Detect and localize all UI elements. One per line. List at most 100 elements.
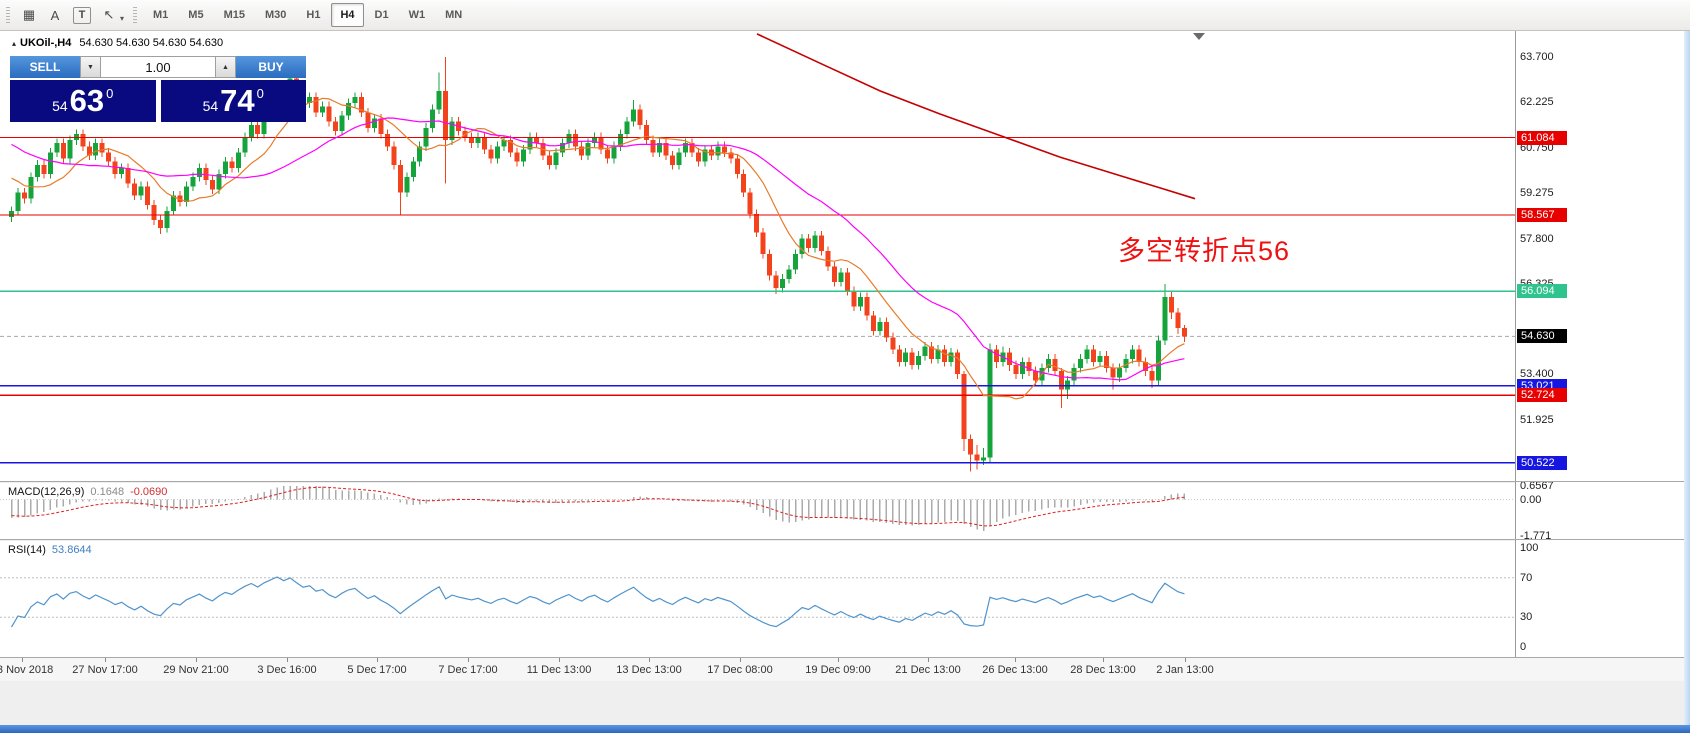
time-label: 17 Dec 08:00 <box>707 664 773 676</box>
volume-increase-button[interactable]: ▲ <box>215 56 236 78</box>
panel-divider[interactable] <box>0 539 1684 540</box>
cursor-tool-icon[interactable]: ↖ <box>103 7 115 22</box>
panel-divider[interactable] <box>0 657 1684 658</box>
rsi-indicator-canvas[interactable] <box>0 541 1515 657</box>
buy-button[interactable]: BUY <box>236 56 306 78</box>
time-tick <box>838 658 839 662</box>
timeframe-button-m1[interactable]: M1 <box>153 9 169 21</box>
sell-button[interactable]: SELL <box>10 56 80 78</box>
timeframe-button-m15[interactable]: M15 <box>223 9 245 21</box>
drawing-toolbar: ▦ A T ↖ ▾ <box>16 4 127 26</box>
buy-price-whole: 54 <box>202 98 219 114</box>
time-label: 29 Nov 21:00 <box>163 664 229 676</box>
price-tick-label: 59.275 <box>1520 187 1554 199</box>
timeframe-button-m30[interactable]: M30 <box>264 9 287 21</box>
price-tick-label: 53.400 <box>1520 368 1554 380</box>
medium-ma-line <box>11 117 1185 381</box>
modules-tool-icon[interactable]: ▦ <box>22 7 36 22</box>
price-tick-label: 62.225 <box>1520 96 1554 108</box>
chart-symbol-period: UKOil-,H4 <box>20 37 72 49</box>
vertical-scrollbar[interactable] <box>1684 30 1690 733</box>
macd-indicator-canvas[interactable] <box>0 483 1515 539</box>
level-price-label: 50.522 <box>1517 456 1567 470</box>
time-tick <box>287 658 288 662</box>
rsi-label: RSI(14) 53.8644 <box>8 544 92 556</box>
label-tool-icon[interactable]: A <box>50 7 60 23</box>
level-price-label: 61.084 <box>1517 131 1567 145</box>
window-bottom-bar <box>0 725 1690 733</box>
window-background <box>0 681 1684 725</box>
level-price-label: 58.567 <box>1517 208 1567 222</box>
panel-divider[interactable] <box>0 481 1684 482</box>
candles-layer[interactable] <box>9 57 1187 472</box>
text-tool-icon[interactable]: T <box>73 6 91 24</box>
sell-price-pips: 63 <box>69 83 105 118</box>
macd-signal-line <box>11 486 1185 527</box>
timeframe-button-h4[interactable]: H4 <box>331 3 364 27</box>
price-axis[interactable]: 63.70062.22560.75059.27557.80056.32553.4… <box>1515 30 1685 681</box>
level-lines-layer[interactable] <box>0 137 1515 464</box>
macd-axis-label: 0.6567 <box>1520 480 1554 492</box>
timeframe-toolbar: M1 M5 M15 M30 H1 H4 D1 W1 MN <box>143 3 472 27</box>
time-label: 26 Dec 13:00 <box>982 664 1048 676</box>
time-label: 23 Nov 2018 <box>0 664 54 676</box>
time-label: 19 Dec 09:00 <box>805 664 871 676</box>
time-tick <box>649 658 650 662</box>
macd-histogram <box>10 486 1186 531</box>
timeframe-button-mn[interactable]: MN <box>445 9 463 21</box>
chart-annotation[interactable]: 多空转折点56 <box>1118 236 1291 266</box>
volume-input[interactable] <box>101 56 215 78</box>
time-tick <box>1185 658 1186 662</box>
current-price-label: 54.630 <box>1517 329 1567 343</box>
buy-price-box[interactable]: 54 74 0 <box>160 80 306 122</box>
toolbar-grip[interactable] <box>133 7 138 23</box>
rsi-name: RSI(14) <box>8 544 46 556</box>
tool-dropdown-caret-icon[interactable]: ▾ <box>120 13 125 23</box>
time-label: 11 Dec 13:00 <box>526 664 592 676</box>
level-price-label: 52.724 <box>1517 388 1567 402</box>
trade-panel-toggle-icon[interactable]: ▴ <box>12 39 17 48</box>
timeframe-button-m5[interactable]: M5 <box>188 9 204 21</box>
macd-label: MACD(12,26,9) 0.1648 -0.0690 <box>8 486 167 498</box>
time-label: 27 Nov 17:00 <box>72 664 138 676</box>
time-tick <box>377 658 378 662</box>
timeframe-button-d1[interactable]: D1 <box>374 9 389 21</box>
time-axis[interactable]: 23 Nov 2018 27 Nov 17:00 29 Nov 21:00 3 Dec… <box>0 658 1684 681</box>
fast-ma-line <box>11 97 1185 400</box>
price-tick-label: 51.925 <box>1520 414 1554 426</box>
rsi-axis-label: 100 <box>1520 542 1539 554</box>
toolbar: ▦ A T ↖ ▾ M1 M5 M15 M30 H1 H4 D1 W1 MN <box>0 0 1690 31</box>
macd-value: 0.1648 <box>90 486 125 498</box>
time-label: 5 Dec 17:00 <box>347 664 407 676</box>
slow-ma-line <box>756 33 1196 200</box>
rsi-line <box>10 576 1185 628</box>
macd-name: MACD(12,26,9) <box>8 486 85 498</box>
time-label: 28 Dec 13:00 <box>1070 664 1136 676</box>
time-label: 21 Dec 13:00 <box>895 664 961 676</box>
one-click-trading-panel: SELL ▼ ▲ BUY 54 63 0 54 74 0 <box>10 56 306 122</box>
chart-shift-icon <box>1193 33 1205 40</box>
time-label: 7 Dec 17:00 <box>438 664 498 676</box>
macd-axis-label: 0.00 <box>1520 494 1542 506</box>
level-price-label: 56.094 <box>1517 284 1567 298</box>
macd-signal-value: -0.0690 <box>130 486 168 498</box>
time-tick <box>22 658 23 662</box>
timeframe-button-w1[interactable]: W1 <box>408 9 426 21</box>
time-label: 3 Dec 16:00 <box>257 664 317 676</box>
buy-price-pips: 74 <box>220 83 255 118</box>
rsi-value: 53.8644 <box>51 544 92 556</box>
time-tick <box>928 658 929 662</box>
time-tick <box>196 658 197 662</box>
timeframe-button-h1[interactable]: H1 <box>306 9 321 21</box>
sell-price-fraction: 0 <box>106 85 114 101</box>
time-label: 2 Jan 13:00 <box>1156 664 1214 676</box>
sell-price-box[interactable]: 54 63 0 <box>10 80 156 122</box>
time-tick <box>1015 658 1016 662</box>
time-tick <box>1103 658 1104 662</box>
toolbar-grip[interactable] <box>6 7 10 23</box>
volume-decrease-button[interactable]: ▼ <box>80 56 101 78</box>
price-tick-label: 57.800 <box>1520 233 1554 245</box>
time-tick <box>105 658 106 662</box>
time-tick <box>468 658 469 662</box>
